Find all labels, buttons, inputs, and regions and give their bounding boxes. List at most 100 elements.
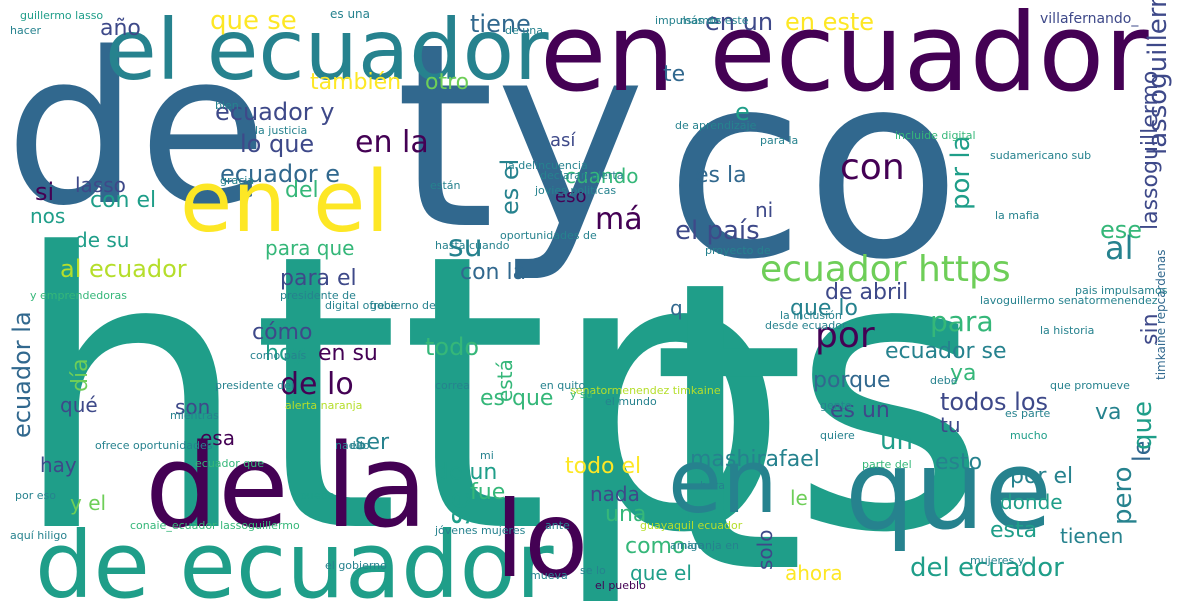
cloud-word: jovies politicas — [535, 184, 617, 197]
cloud-word: el país — [675, 216, 760, 246]
cloud-word: ni — [755, 198, 774, 222]
cloud-word: el ecuador — [105, 1, 549, 99]
cloud-word: gobierno de — [370, 299, 436, 312]
cloud-word: má — [595, 202, 643, 237]
cloud-word: por — [815, 315, 875, 356]
cloud-word: hoy — [265, 341, 306, 366]
cloud-word: por la — [946, 135, 976, 210]
cloud-word: ello — [350, 439, 370, 452]
cloud-word: hora — [700, 479, 725, 492]
cloud-word: sudamericano sub — [990, 149, 1092, 162]
cloud-word: nos — [30, 204, 66, 228]
cloud-word: todo el — [565, 454, 642, 479]
cloud-word: ty — [395, 0, 646, 286]
cloud-word: en este — [785, 8, 875, 36]
cloud-word: otro — [425, 70, 470, 95]
cloud-word: ya — [950, 361, 977, 386]
cloud-word: la historia — [1040, 324, 1095, 337]
cloud-word: están — [430, 179, 461, 192]
cloud-word: es la — [695, 163, 747, 188]
cloud-word: senatormenendez timkaine — [570, 384, 721, 397]
cloud-word: en la — [355, 125, 429, 160]
cloud-word: si — [35, 178, 55, 206]
cloud-word: también — [310, 70, 402, 95]
cloud-word: pais impulsamos — [1075, 284, 1168, 297]
cloud-word: en un — [705, 8, 774, 36]
cloud-word: así — [550, 130, 576, 151]
cloud-word: ser — [355, 430, 390, 455]
cloud-word: mucho — [1010, 429, 1048, 442]
cloud-word: mi — [480, 449, 494, 462]
cloud-word: con el — [90, 188, 157, 213]
cloud-word: ecuador https — [760, 249, 1011, 290]
cloud-word: cuando — [565, 164, 639, 188]
cloud-word: eso — [555, 186, 587, 207]
cloud-word: ahora — [785, 561, 843, 585]
cloud-word: qué — [60, 393, 98, 417]
cloud-word: y emprendedoras — [30, 289, 127, 302]
cloud-word: del — [285, 178, 319, 203]
cloud-word: todos los — [940, 388, 1048, 416]
cloud-word: va — [1095, 400, 1122, 425]
cloud-word: tienen — [1060, 524, 1124, 548]
cloud-word: gente — [820, 399, 852, 412]
cloud-word: de una — [505, 24, 543, 37]
cloud-word: presidente de — [280, 289, 356, 302]
cloud-word: como — [625, 534, 686, 559]
cloud-word: ecuador e — [220, 160, 341, 188]
cloud-word: bien — [215, 99, 239, 112]
cloud-word: quiere — [820, 429, 855, 442]
cloud-word: tu — [940, 413, 961, 437]
cloud-word: que promueve — [1050, 379, 1130, 392]
cloud-word: lavoguillermo senatormenendez — [980, 294, 1158, 307]
cloud-word: le — [790, 486, 808, 510]
cloud-word: conaie_ecuador lassoguillermo — [130, 519, 300, 532]
cloud-word: esto — [935, 450, 983, 475]
cloud-word: está — [493, 359, 517, 402]
cloud-word: un — [880, 426, 913, 456]
cloud-word: que el — [630, 561, 692, 585]
cloud-word: presidente del — [215, 379, 294, 392]
cloud-word: donde — [1000, 490, 1063, 514]
cloud-word: lassoguillermo — [1143, 0, 1173, 155]
cloud-word: gracia — [220, 174, 255, 187]
cloud-word: ante — [545, 519, 570, 532]
cloud-word: todo — [425, 333, 480, 361]
cloud-word: timkaine repcardenas — [1154, 249, 1168, 380]
cloud-word: lasso — [75, 173, 126, 197]
cloud-word: hasta cuando — [435, 239, 510, 252]
cloud-word: q — [670, 296, 683, 320]
cloud-word: año — [100, 16, 141, 41]
cloud-word: del ecuador — [910, 553, 1064, 583]
cloud-word: naranja en — [680, 539, 739, 552]
cloud-word: lo — [495, 479, 589, 601]
cloud-word: el gobierno — [325, 559, 387, 572]
cloud-word: son — [175, 395, 211, 419]
cloud-word: aquí hiligo — [10, 529, 68, 542]
cloud-word: como país — [250, 349, 307, 362]
cloud-word: oportunidades de — [500, 229, 597, 242]
cloud-word: correa — [435, 379, 470, 392]
cloud-word: hacer — [10, 24, 42, 37]
cloud-word: la mafia — [995, 209, 1040, 222]
cloud-word: esa — [200, 426, 235, 450]
cloud-word: co — [665, 19, 962, 316]
cloud-word: debe — [930, 374, 958, 387]
cloud-word: guayaquil ecuador — [640, 519, 743, 532]
cloud-word: lo que — [240, 130, 315, 158]
cloud-word: la justicia — [255, 124, 308, 137]
cloud-word: de la — [145, 420, 428, 554]
cloud-word: nada — [590, 482, 640, 506]
cloud-word: https — [10, 173, 989, 601]
cloud-word: el mundo — [605, 395, 657, 408]
cloud-word: el pueblo — [595, 579, 646, 592]
cloud-word: pero — [1108, 466, 1138, 525]
cloud-word: jóvenes mujeres — [435, 524, 526, 537]
cloud-word: de aprendizaje — [675, 119, 757, 132]
cloud-word: la inclusión — [780, 309, 842, 322]
cloud-word: la delincuencia — [505, 159, 588, 172]
cloud-word: hay — [40, 453, 77, 477]
cloud-word: es un — [830, 398, 890, 423]
cloud-word: ecuador y — [215, 98, 335, 126]
